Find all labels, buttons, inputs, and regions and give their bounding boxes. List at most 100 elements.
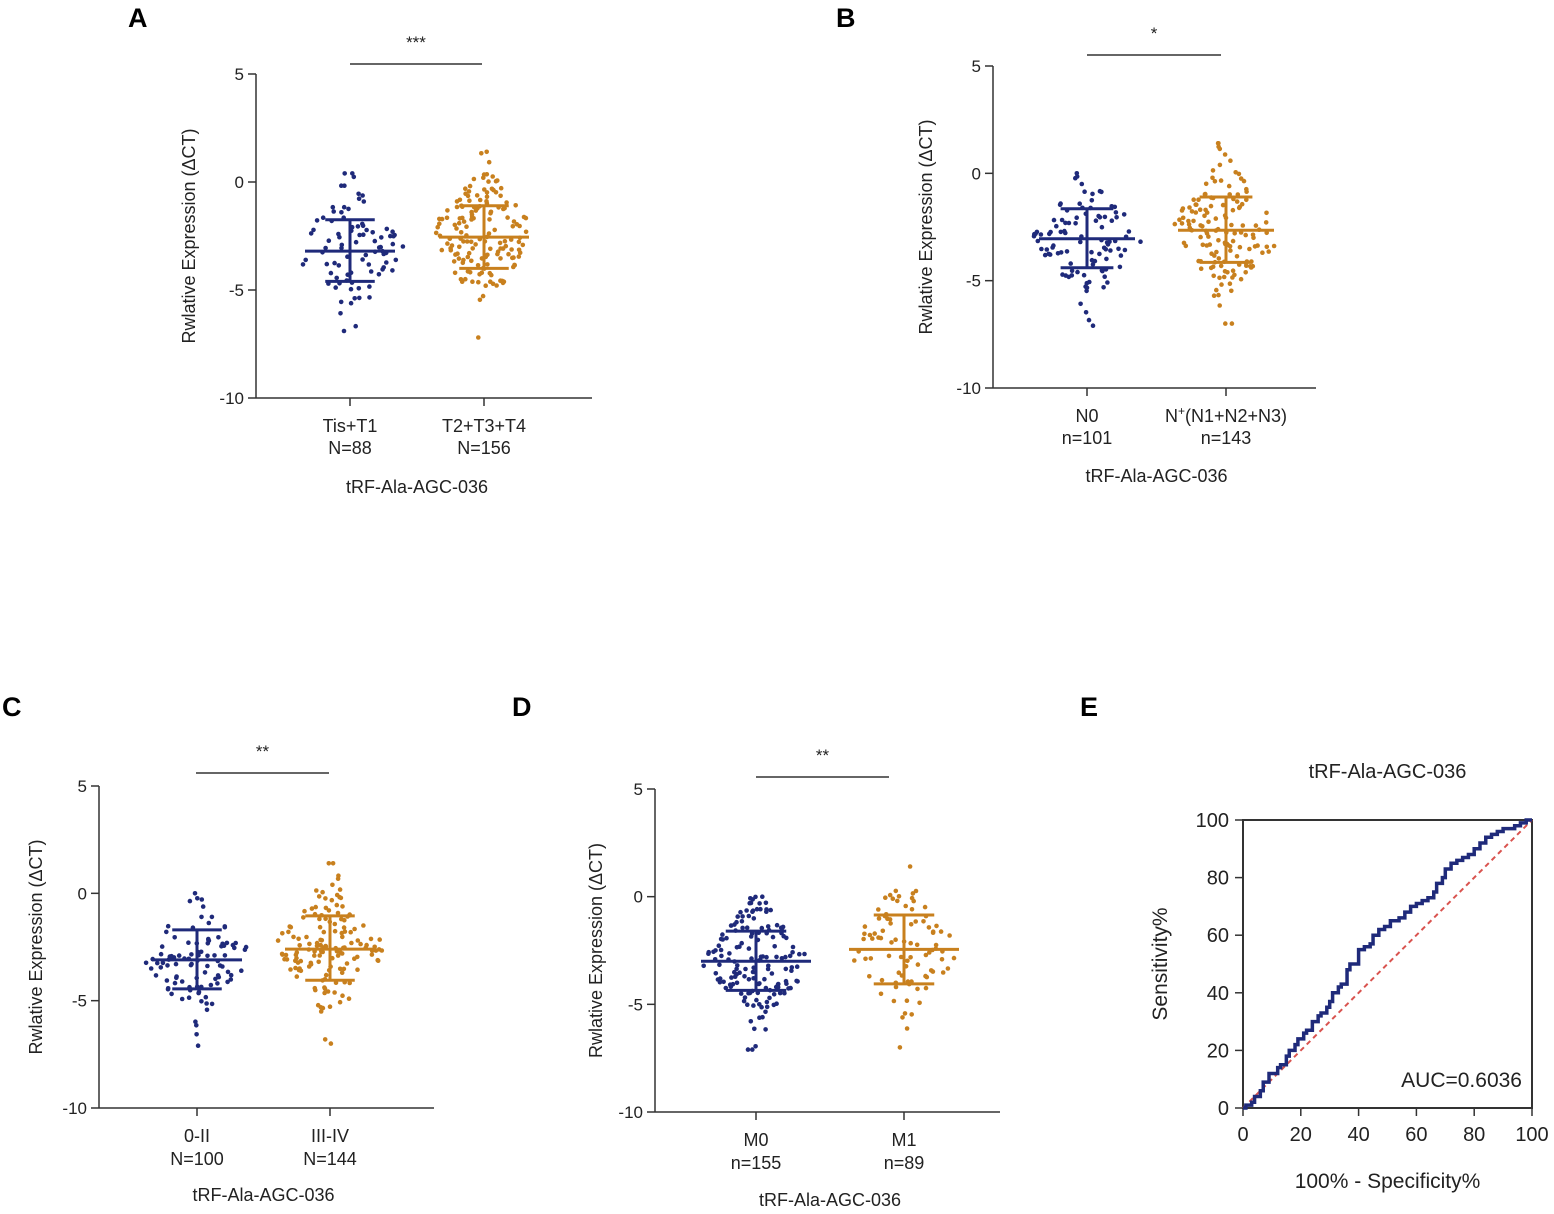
data-point [1214,287,1219,293]
data-point [484,190,490,195]
data-point [915,962,921,967]
group-label: M0 [743,1130,768,1150]
data-point [336,873,341,878]
data-point [189,952,194,957]
data-point [333,285,339,290]
data-point [748,1019,754,1024]
data-point [194,1023,199,1028]
data-point [444,215,450,221]
data-point [758,906,763,912]
data-point [868,956,874,961]
data-point [1237,244,1243,250]
data-point [337,966,343,972]
data-point [1213,216,1219,221]
y-axis-label: Rwlative Expression (ΔCT) [586,843,606,1058]
data-point [779,925,785,931]
data-point [320,949,326,955]
data-point [480,293,486,299]
data-point [302,908,307,914]
data-point [243,944,249,950]
data-point [1217,275,1222,281]
data-point [352,926,357,932]
data-point [454,199,460,204]
data-point [357,295,362,301]
data-point [771,992,777,997]
data-point [208,982,214,988]
data-point [209,914,215,920]
data-point [225,979,230,985]
data-point [351,174,357,180]
data-point [893,984,899,990]
data-point [938,929,944,934]
group-label-suffix: (N1+N2+N3) [1185,406,1287,426]
data-point [356,191,361,197]
data-point [776,981,781,987]
group-label: III-IV [311,1126,349,1146]
data-point [323,896,328,901]
data-point [486,179,491,184]
data-point [220,964,225,969]
data-point [1126,229,1132,234]
data-point [1220,202,1226,208]
data-point [143,960,149,966]
data-point [1232,231,1237,236]
data-point [352,956,357,961]
data-point [296,936,301,942]
data-point [1212,179,1218,184]
data-point [392,232,397,238]
data-point [1226,183,1232,189]
data-point [221,943,227,948]
data-point [752,1026,757,1032]
data-point [1203,181,1209,187]
data-point [498,185,504,191]
data-point [740,925,745,931]
data-point [895,898,900,904]
data-point [1066,220,1072,226]
y-tick-label: -5 [966,272,981,291]
data-point [323,916,328,922]
data-point [909,907,915,912]
data-point [1219,282,1224,287]
data-point [1193,202,1198,207]
data-point [897,1045,903,1050]
group-label: M1 [891,1130,916,1150]
significance-label: *** [406,33,426,52]
data-point [467,183,473,189]
data-point [1260,250,1265,255]
panel-letter-c: C [2,692,22,722]
y-tick-label: -5 [628,995,643,1014]
data-point [364,227,369,233]
data-point [1083,284,1088,289]
data-point [224,940,230,946]
group-count-label: n=101 [1062,428,1113,448]
data-point [1234,199,1240,204]
data-point [488,279,493,285]
data-point [759,925,765,931]
data-point [748,934,754,939]
data-point [195,896,200,901]
data-point [783,954,788,960]
data-point [282,956,287,962]
y-tick-label: -10 [618,1103,643,1122]
data-point [453,252,458,257]
data-point [209,1001,215,1007]
data-point [746,946,752,951]
data-point [348,300,354,306]
data-point [1055,251,1061,256]
data-point [498,193,503,199]
data-point [465,254,471,260]
data-point [463,191,468,196]
data-point [750,908,756,913]
data-point [388,233,393,239]
x-tick-label: 100 [1515,1124,1548,1146]
data-point [790,950,795,955]
data-point [876,907,881,912]
data-point [355,938,361,943]
data-point [749,956,754,961]
data-point [155,960,160,966]
data-point [475,263,481,268]
data-point [861,936,866,942]
data-point [337,894,342,900]
data-point [1198,223,1203,228]
data-point [1087,279,1092,285]
